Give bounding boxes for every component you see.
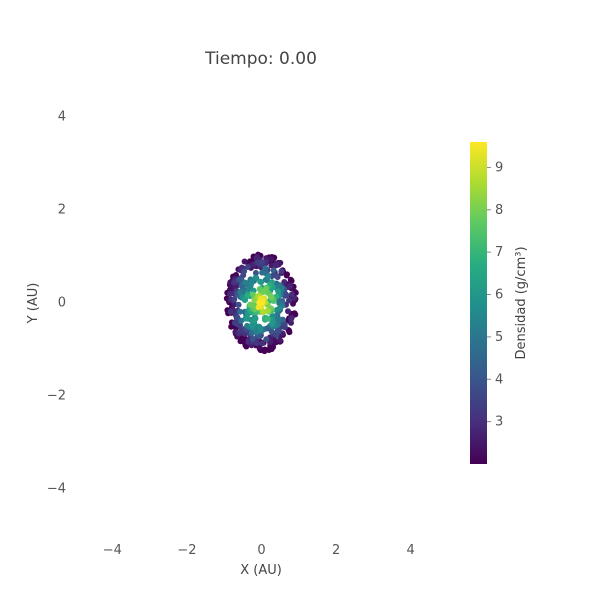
data-point (252, 274, 259, 281)
data-point (281, 279, 288, 285)
scatter-points (223, 251, 299, 355)
data-point (265, 273, 272, 280)
data-point (276, 305, 283, 312)
data-point (286, 327, 293, 334)
data-point (272, 262, 279, 269)
data-point (289, 291, 295, 298)
y-tick-label: −4 (47, 482, 66, 497)
data-point (281, 321, 288, 328)
data-point (234, 321, 241, 328)
data-point (276, 337, 283, 344)
data-point (279, 316, 286, 323)
data-point (275, 288, 282, 295)
data-point (288, 316, 295, 322)
colorbar-title: Densidad (g/cm³) (514, 246, 529, 359)
data-point (263, 336, 270, 343)
data-point (255, 304, 262, 311)
data-point (285, 308, 291, 315)
colorbar-gradient (470, 142, 487, 464)
data-point (273, 273, 280, 280)
colorbar: 3 4 5 6 7 8 9 Densidad (g/cm³) (470, 142, 529, 464)
y-tick-label: 4 (58, 110, 66, 125)
data-point (248, 301, 255, 308)
x-tick-label: −4 (103, 543, 122, 558)
data-point (241, 268, 248, 275)
data-point (244, 264, 251, 270)
data-point (286, 297, 292, 304)
x-tick-label: 0 (257, 543, 265, 558)
data-point (241, 258, 248, 265)
data-point (259, 269, 266, 276)
data-point (270, 267, 277, 274)
x-tick-label: 4 (407, 543, 415, 558)
data-point (242, 279, 249, 286)
data-point (268, 262, 275, 269)
data-point (270, 344, 277, 350)
data-point (258, 259, 265, 266)
data-point (251, 317, 258, 324)
data-point (237, 288, 244, 295)
y-tick-label: 2 (58, 203, 66, 218)
colorbar-tick-label: 8 (495, 203, 503, 218)
data-point (227, 308, 234, 315)
data-point (259, 308, 266, 315)
y-tick-label: 0 (58, 296, 66, 311)
data-point (244, 315, 251, 322)
data-point (268, 294, 275, 301)
data-point (244, 292, 251, 299)
data-point (259, 340, 266, 347)
y-tick-label: −2 (47, 389, 66, 404)
data-point (249, 322, 256, 329)
data-point (257, 278, 264, 285)
data-point (248, 279, 255, 286)
data-point (245, 338, 252, 345)
data-point (228, 323, 235, 330)
x-tick-label: 2 (332, 543, 340, 558)
data-point (282, 291, 289, 297)
colorbar-ticks: 3 4 5 6 7 8 9 (487, 160, 503, 430)
x-axis-title: X (AU) (240, 563, 282, 578)
colorbar-tick-label: 7 (495, 245, 503, 260)
data-point (231, 296, 238, 303)
colorbar-tick-label: 3 (495, 415, 503, 430)
data-point (244, 322, 251, 329)
y-axis-ticks: −4 −2 0 2 4 (47, 110, 66, 497)
chart-title: Tiempo: 0.00 (204, 49, 317, 69)
colorbar-tick-label: 4 (495, 372, 503, 387)
data-point (262, 265, 269, 272)
data-point (242, 296, 249, 303)
x-tick-label: −2 (177, 543, 196, 558)
data-point (256, 323, 263, 330)
data-point (249, 335, 256, 342)
colorbar-tick-label: 9 (495, 160, 503, 175)
data-point (288, 277, 295, 284)
data-point (290, 300, 296, 307)
data-point (237, 308, 244, 315)
colorbar-tick-label: 6 (495, 288, 503, 303)
data-point (249, 291, 256, 298)
data-point (259, 299, 266, 306)
data-point (260, 288, 267, 295)
data-point (268, 256, 275, 263)
y-axis-title: Y (AU) (26, 283, 41, 325)
data-point (268, 328, 275, 335)
data-point (286, 283, 293, 290)
data-point (264, 315, 271, 322)
data-point (254, 259, 261, 266)
data-point (273, 332, 280, 339)
data-point (252, 270, 259, 276)
colorbar-tick-label: 5 (495, 330, 503, 345)
x-axis-ticks: −4 −2 0 2 4 (103, 543, 415, 558)
data-point (235, 301, 242, 308)
data-point (278, 268, 285, 275)
